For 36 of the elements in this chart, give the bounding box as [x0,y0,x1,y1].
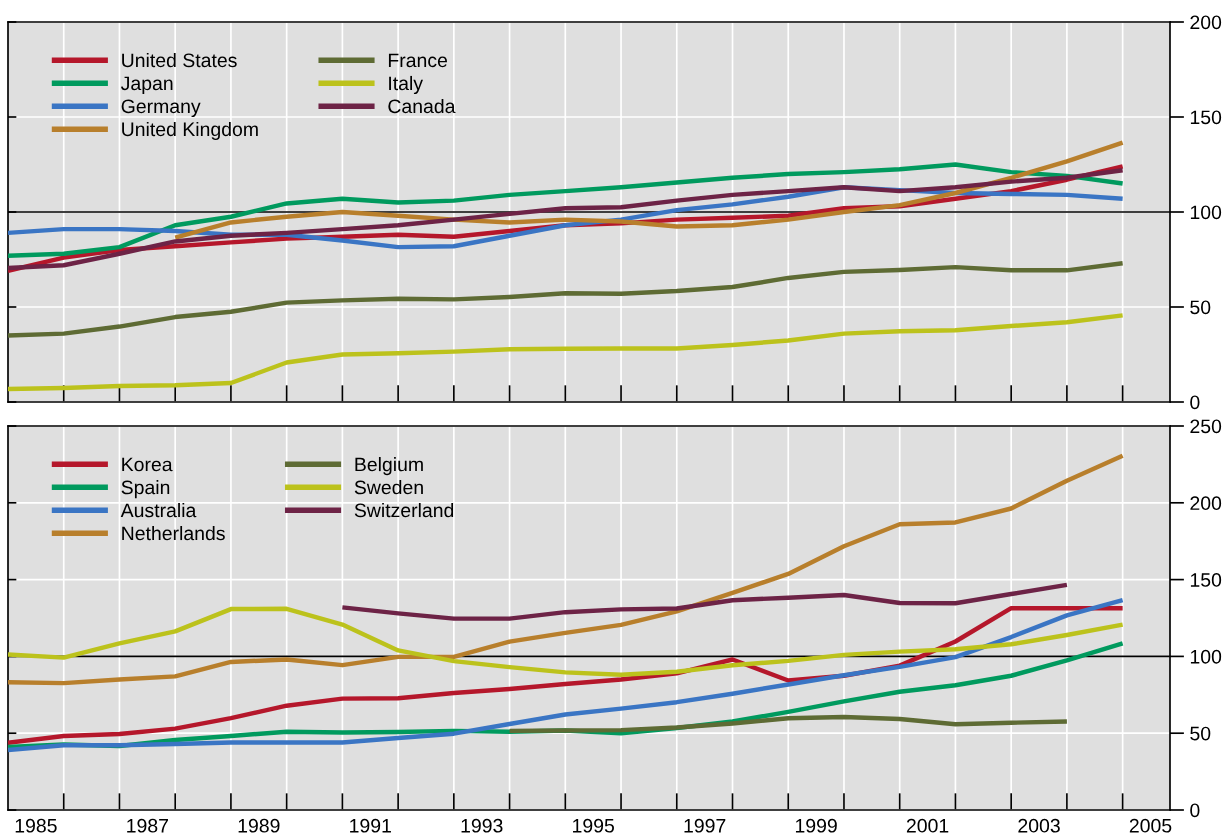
y-tick-label: 100 [1190,649,1222,664]
x-tick-label: 2003 [1018,818,1060,833]
legend-label: United Kingdom [122,121,258,141]
x-tick-label: 1995 [573,818,614,833]
x-tick-label: 2001 [906,818,949,833]
legend-label: United States [122,52,237,68]
legend-label: Sweden [354,480,423,495]
y-tick-label: 250 [1190,419,1222,434]
legend-label: Italy [389,75,423,95]
x-tick-label: 2005 [1129,818,1172,833]
y-tick-label: 50 [1190,726,1211,741]
x-tick-label: 1985 [15,818,57,833]
x-tick-label: 1987 [127,818,168,833]
legend-label: Australia [120,502,197,518]
legend-label: Switzerland [354,502,454,518]
x-tick-label: 1999 [795,818,837,833]
y-tick-label: 150 [1190,110,1222,125]
y-tick-label: 0 [1190,803,1200,818]
legend-label: Japan [120,76,173,95]
y-tick-label: 0 [1190,395,1200,410]
y-tick-label: 50 [1190,300,1211,315]
legend-label: Netherlands [122,525,225,541]
x-tick-label: 1993 [461,818,503,833]
y-tick-label: 200 [1190,15,1222,30]
y-tick-label: 100 [1190,205,1222,220]
y-tick-label: 200 [1190,496,1222,511]
legend-label: Germany [121,99,201,118]
legend-label: Belgium [355,457,423,476]
y-tick-label: 150 [1190,573,1222,587]
x-tick-label: 1997 [684,818,726,833]
legend-label: France [388,53,448,68]
x-tick-label: 1991 [350,818,391,833]
legend-label: Canada [388,98,456,114]
legend-label: Spain [121,480,170,499]
legend-label: Korea [122,457,173,472]
x-tick-label: 1989 [238,818,280,833]
